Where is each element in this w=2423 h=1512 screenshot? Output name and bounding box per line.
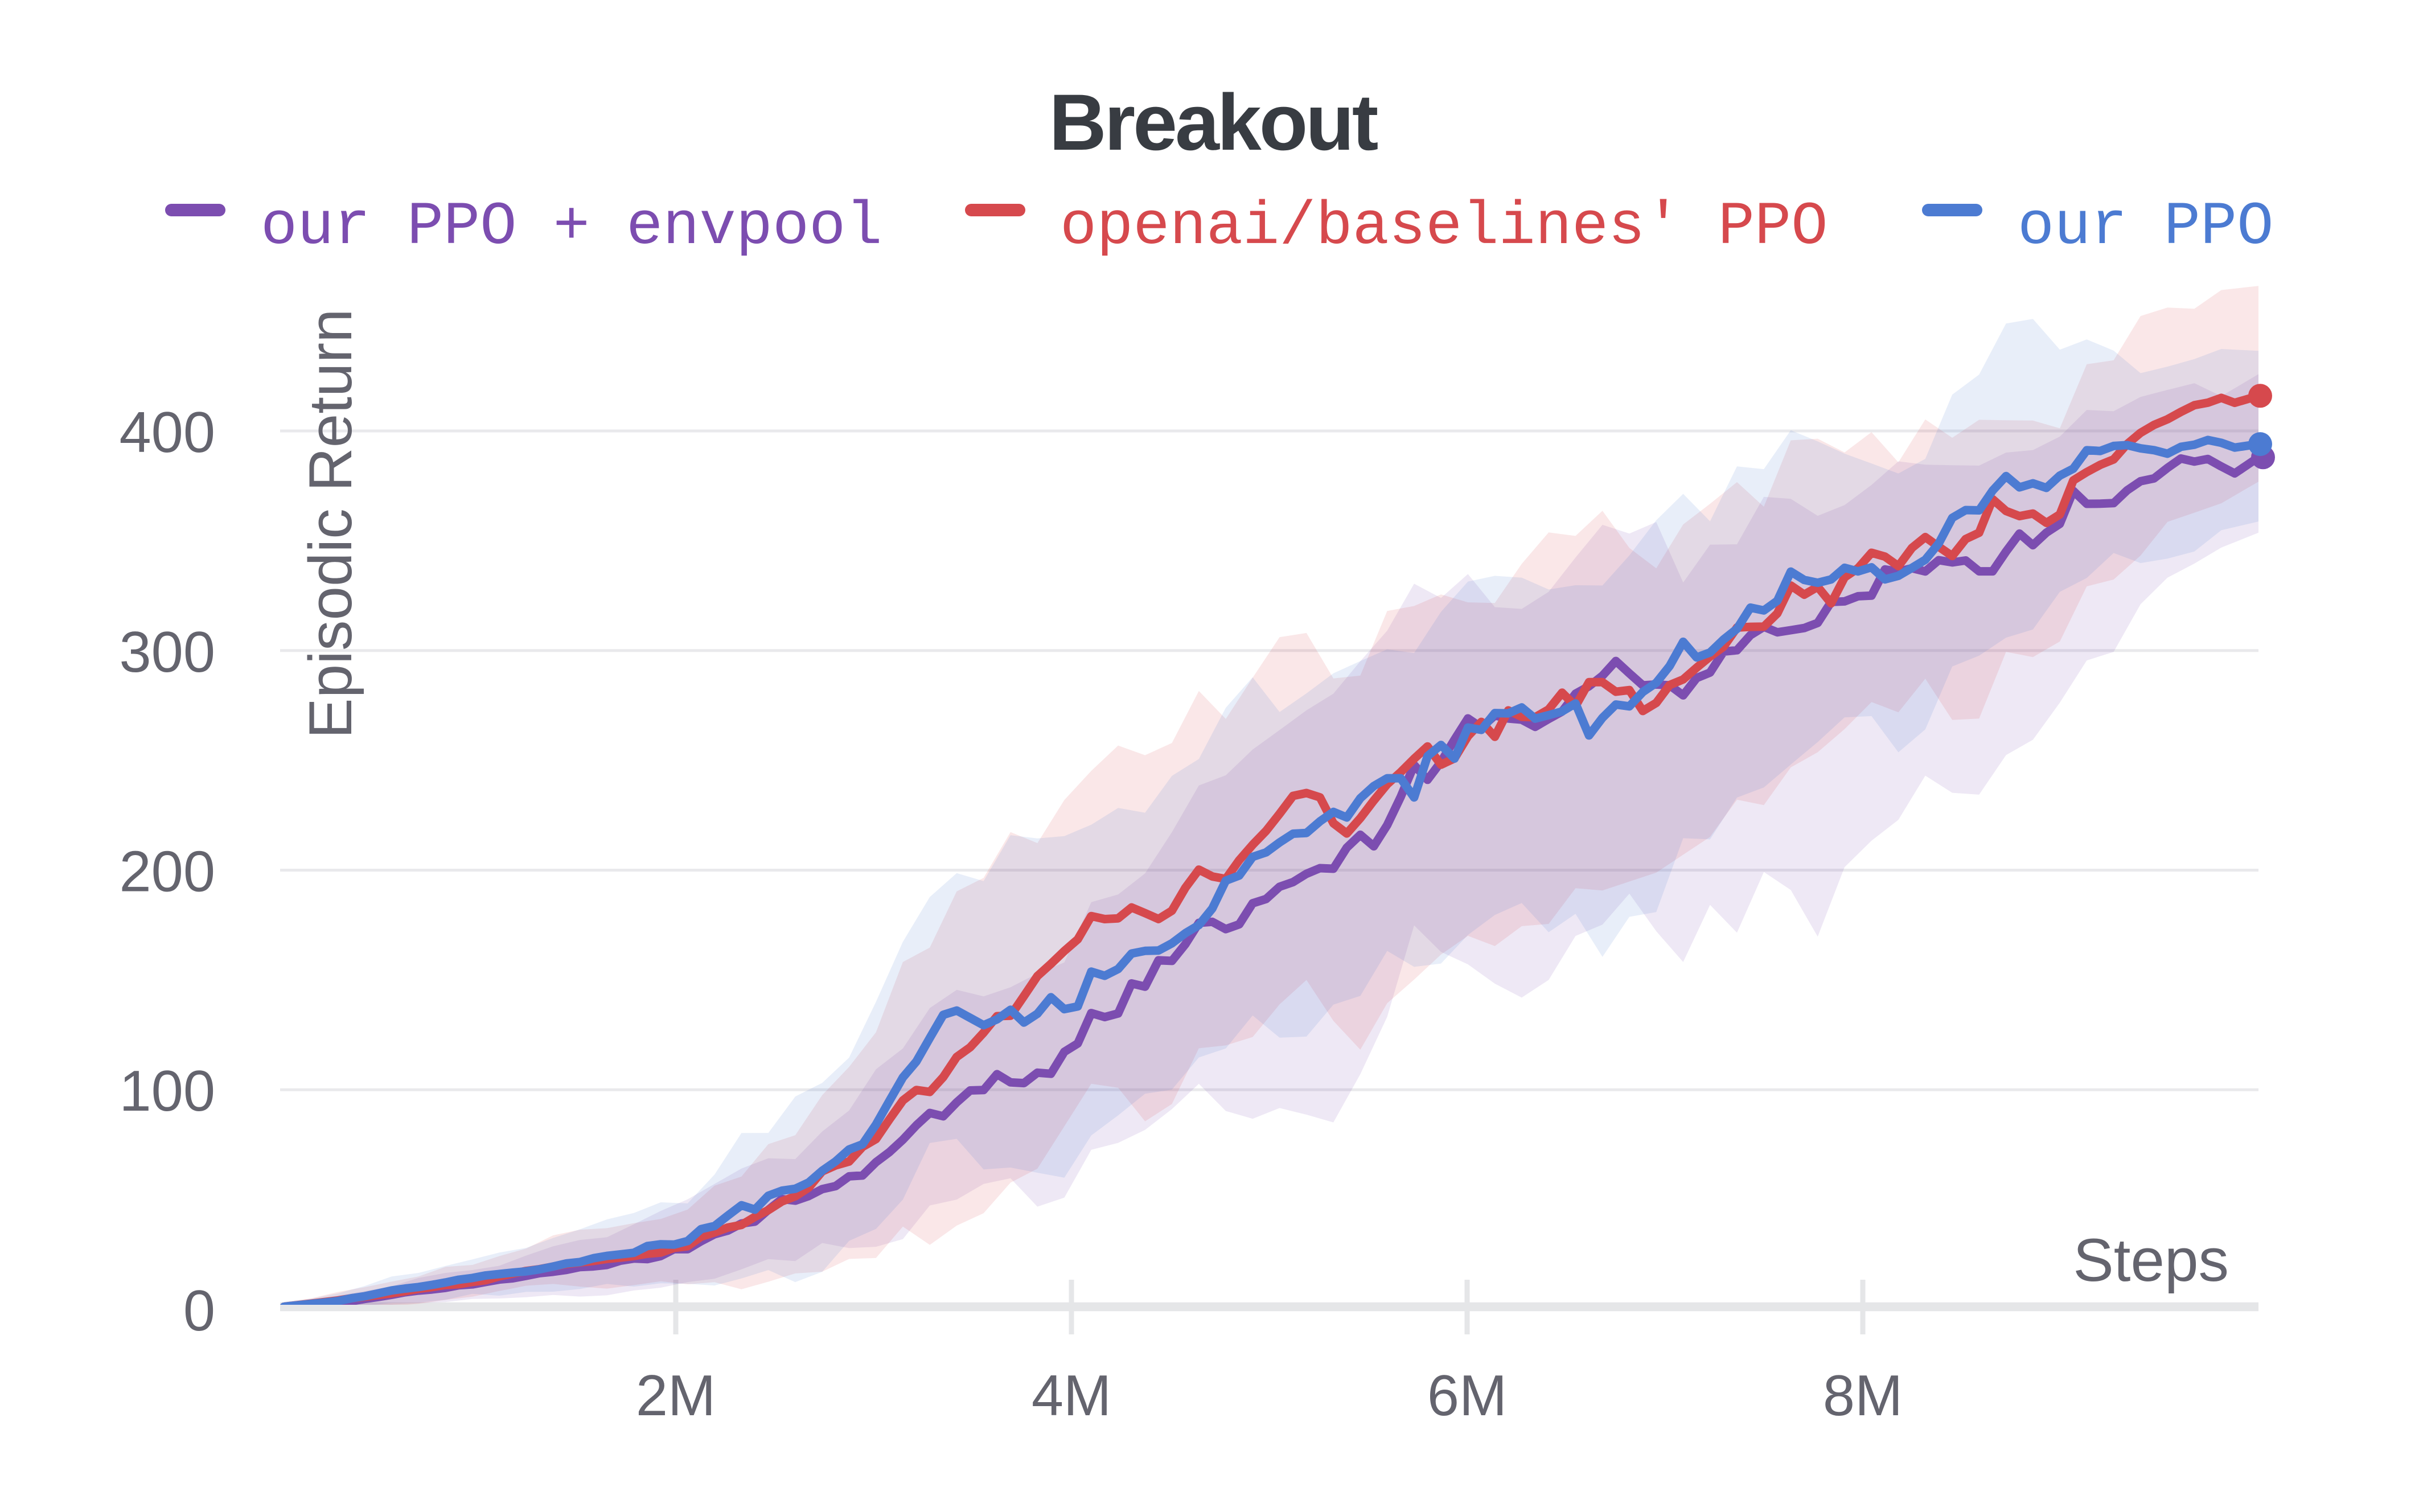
svg-text:100: 100	[119, 1059, 215, 1123]
svg-text:2M: 2M	[636, 1364, 716, 1428]
svg-text:Steps: Steps	[2073, 1226, 2229, 1294]
svg-text:8M: 8M	[1823, 1364, 1903, 1428]
svg-text:6M: 6M	[1427, 1364, 1507, 1428]
svg-text:4M: 4M	[1032, 1364, 1111, 1428]
svg-text:200: 200	[119, 840, 215, 904]
svg-text:openai/baselines' PPO: openai/baselines' PPO	[1060, 193, 1827, 262]
svg-text:Breakout: Breakout	[1049, 77, 1378, 167]
svg-text:400: 400	[119, 401, 215, 465]
svg-text:0: 0	[183, 1279, 215, 1343]
svg-text:300: 300	[119, 621, 215, 684]
svg-text:our PPO + envpool: our PPO + envpool	[261, 193, 882, 262]
svg-text:our PPO: our PPO	[2018, 193, 2273, 262]
svg-text:Episodic Return: Episodic Return	[296, 309, 364, 738]
